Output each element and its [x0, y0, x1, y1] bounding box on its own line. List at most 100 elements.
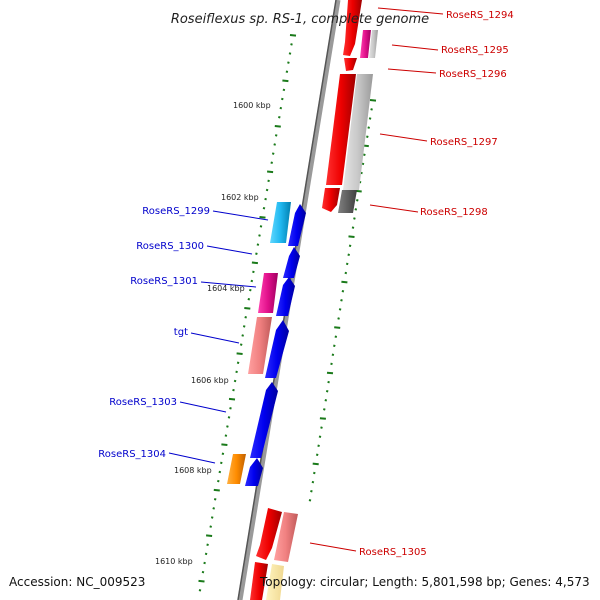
tick-mark: [290, 43, 293, 46]
tick-mark: [288, 52, 292, 55]
topology-text: Topology: circular; Length: 5,801,598 bp…: [259, 575, 590, 589]
leader-line: [391, 44, 439, 51]
tick-mark: [320, 426, 323, 429]
gene-label-RoseRS_1297[interactable]: RoseRS_1297: [430, 137, 498, 148]
tick-mark: [351, 226, 355, 229]
tick-mark: [228, 397, 236, 401]
gene-RoseRS_1298b-arrow[interactable]: [338, 190, 357, 213]
tick-mark: [256, 243, 260, 246]
tick-mark: [271, 152, 275, 155]
gene-RoseRS_1301b-arrow[interactable]: [276, 277, 295, 316]
tick-mark: [252, 270, 255, 274]
tick-mark: [334, 326, 341, 329]
gene-label-tgt[interactable]: tgt: [174, 327, 188, 338]
gene-RoseRS_1304-arrow[interactable]: [227, 454, 246, 484]
tick-track: [198, 34, 377, 592]
tick-mark: [206, 543, 209, 547]
tick-mark: [251, 261, 258, 265]
tick-mark: [229, 407, 232, 410]
gene-label-RoseRS_1300[interactable]: RoseRS_1300: [136, 241, 204, 252]
tick-mark: [249, 288, 252, 292]
tick-mark: [244, 307, 251, 310]
gene-RoseRS_1305c-arrow[interactable]: [266, 564, 284, 600]
gene-RoseRS_1295b-arrow[interactable]: [369, 30, 378, 58]
tick-mark: [239, 343, 243, 346]
gene-RoseRS_1297b-arrow[interactable]: [343, 74, 373, 190]
tick-mark: [325, 389, 329, 393]
tick-mark: [259, 225, 263, 228]
leader-line: [387, 68, 437, 74]
tick-mark: [363, 153, 366, 157]
gene-label-RoseRS_1296[interactable]: RoseRS_1296: [439, 69, 507, 80]
tick-mark: [289, 34, 297, 37]
tick-mark: [347, 253, 350, 257]
gene-tgt-arrow[interactable]: [248, 317, 272, 374]
map-title: Roseiflexus sp. RS-1, complete genome: [171, 12, 429, 27]
gene-RoseRS_1299b-arrow[interactable]: [288, 204, 306, 246]
tick-mark: [319, 417, 326, 420]
tick-mark: [255, 252, 258, 255]
gene-RoseRS_1305b-arrow[interactable]: [274, 512, 298, 562]
gene-RoseRS_1300-arrow[interactable]: [283, 247, 300, 278]
gene-RoseRS_1305d-arrow[interactable]: [250, 562, 268, 600]
gene-RoseRS_1297-arrow[interactable]: [326, 74, 356, 185]
tick-label-1600: 1600 kbp: [233, 101, 271, 110]
tick-mark: [337, 317, 340, 320]
gene-RoseRS_1299-arrow[interactable]: [270, 202, 291, 243]
gene-label-RoseRS_1301[interactable]: RoseRS_1301: [130, 276, 198, 287]
tick-mark: [273, 143, 276, 146]
leader-line: [200, 281, 257, 288]
tick-mark: [198, 579, 205, 583]
tick-mark: [313, 471, 316, 475]
tick-mark: [326, 371, 334, 375]
gene-RoseRS_1294-arrow[interactable]: [343, 0, 362, 56]
tick-mark: [356, 199, 359, 202]
tick-mark: [274, 125, 281, 128]
gene-label-RoseRS_1305[interactable]: RoseRS_1305: [359, 547, 427, 558]
tick-mark: [221, 443, 228, 446]
gene-label-RoseRS_1299[interactable]: RoseRS_1299: [142, 206, 210, 217]
forward-strand-features: [227, 202, 306, 486]
tick-mark: [318, 435, 322, 438]
leader-line: [190, 332, 240, 344]
tick-mark: [274, 134, 278, 137]
leader-line: [179, 401, 227, 413]
tick-mark: [241, 334, 244, 337]
tick-mark: [212, 507, 215, 510]
gene-label-RoseRS_1304[interactable]: RoseRS_1304: [98, 449, 166, 460]
tick-mark: [341, 280, 348, 284]
reverse-strand-features: [250, 0, 378, 600]
gene-RoseRS_1298-arrow[interactable]: [322, 188, 340, 212]
gene-label-RoseRS_1298[interactable]: RoseRS_1298: [420, 207, 488, 218]
gene-label-RoseRS_1303[interactable]: RoseRS_1303: [109, 397, 177, 408]
tick-mark: [267, 170, 274, 174]
gene-RoseRS_1295-arrow[interactable]: [360, 30, 371, 58]
tick-mark: [312, 462, 319, 466]
tick-mark: [348, 235, 355, 238]
label-leaders: [168, 7, 444, 552]
gene-label-RoseRS_1294[interactable]: RoseRS_1294: [446, 10, 514, 21]
gene-label-RoseRS_1295[interactable]: RoseRS_1295: [441, 45, 509, 56]
tick-mark: [224, 434, 228, 437]
tick-mark: [345, 262, 349, 266]
tick-mark: [341, 289, 345, 293]
gene-RoseRS_1303-arrow[interactable]: [250, 382, 278, 458]
gene-RoseRS_1301-arrow[interactable]: [258, 273, 278, 313]
tick-mark: [348, 244, 352, 248]
gene-RoseRS_1304b-arrow[interactable]: [245, 458, 263, 486]
tick-mark: [264, 197, 267, 201]
gene-tgt-b-arrow[interactable]: [265, 320, 289, 378]
tick-mark: [366, 135, 369, 138]
tick-mark: [340, 299, 343, 302]
tick-mark: [227, 416, 231, 419]
gene-RoseRS_1296-arrow[interactable]: [344, 58, 357, 71]
tick-mark: [232, 388, 235, 392]
tick-mark: [308, 499, 312, 502]
tick-mark: [201, 570, 205, 574]
tick-mark: [213, 488, 220, 492]
tick-label-1610: 1610 kbp: [155, 557, 193, 566]
gene-RoseRS_1305-arrow[interactable]: [256, 508, 282, 560]
tick-mark: [198, 589, 202, 592]
tick-mark: [250, 279, 254, 283]
